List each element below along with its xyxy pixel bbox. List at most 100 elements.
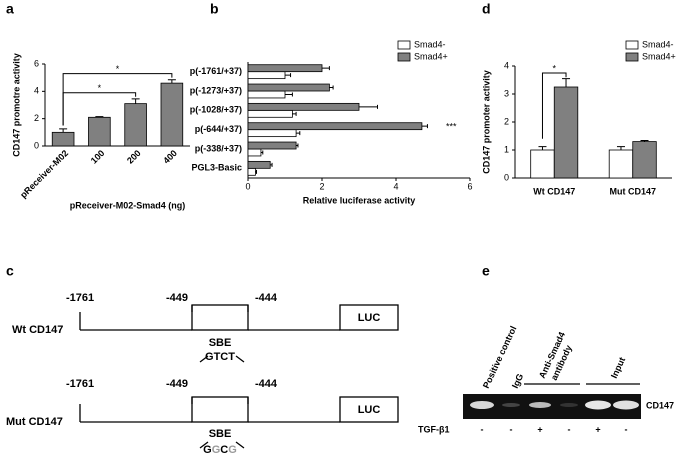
y-tick-label: p(-1028/+37): [190, 105, 242, 115]
bar: [608, 149, 634, 179]
error-bar: [255, 169, 258, 174]
y-tick-label: 1: [504, 144, 509, 154]
error-bar: [292, 111, 297, 116]
bar: [247, 64, 323, 73]
base: G: [203, 444, 212, 456]
sequence: GTCT: [205, 351, 235, 363]
treatment: +: [595, 424, 600, 434]
significance-bracket: [62, 73, 173, 126]
bar: [530, 149, 555, 179]
bar: [247, 90, 286, 99]
annotation: *: [552, 63, 556, 73]
band: [470, 401, 494, 409]
error-bar: [322, 66, 330, 71]
error-bar: [260, 150, 264, 155]
axis: [247, 62, 470, 179]
x-tick-label: 0: [245, 181, 250, 191]
legend-label: Smad4+: [642, 51, 676, 61]
error-bar: [296, 131, 301, 136]
y-tick-label: 4: [34, 86, 39, 96]
bar: [247, 122, 423, 131]
luc-box: [339, 304, 399, 331]
bar: [247, 129, 297, 138]
bar: [632, 141, 657, 179]
lane-label: Input: [609, 356, 627, 380]
error-bar: [359, 104, 378, 109]
panel-label: b: [210, 1, 219, 17]
panel-label: c: [6, 263, 14, 279]
position: -444: [255, 292, 278, 304]
bar: [247, 141, 297, 150]
panel-label: d: [482, 1, 491, 17]
y-tick-label: p(-644/+37): [195, 124, 242, 134]
x-tick-label: Mut CD147: [609, 186, 656, 196]
gel: [463, 383, 641, 419]
band-label: CD147: [646, 400, 674, 410]
construct-name: Wt CD147: [12, 324, 63, 336]
error-bar: [640, 139, 649, 142]
error-bar: [329, 85, 334, 90]
panel-label: a: [6, 1, 14, 17]
band: [502, 403, 520, 407]
position: -449: [166, 292, 188, 304]
band: [585, 400, 611, 410]
y-tick-label: p(-1761/+37): [190, 66, 242, 76]
base: G: [212, 444, 221, 456]
error-bar: [95, 116, 104, 118]
y-tick-label: 2: [504, 116, 509, 126]
significance-bracket: [62, 92, 137, 126]
base: T: [214, 351, 221, 363]
sbe-box: [191, 304, 249, 331]
treatment: -: [625, 424, 628, 434]
bar: [247, 83, 330, 92]
error-bar: [59, 128, 68, 133]
y-tick-label: 3: [504, 88, 509, 98]
x-tick-label: Wt CD147: [533, 186, 575, 196]
base: C: [220, 444, 228, 456]
treatment: -: [568, 424, 571, 434]
panel-label: e: [482, 263, 490, 279]
y-tick-label: p(-1273/+37): [190, 85, 242, 95]
x-tick-label: 4: [393, 181, 398, 191]
y-tick-label: 6: [34, 58, 39, 68]
legend-swatch: [625, 52, 639, 62]
error-bar: [562, 78, 571, 87]
legend-label: Smad4-: [414, 39, 446, 49]
treatment: -: [510, 424, 513, 434]
x-axis-label: pReceiver-M02-Smad4 (ng): [70, 200, 186, 210]
x-tick-label: 100: [89, 148, 107, 166]
error-bar: [285, 73, 292, 78]
bar: [88, 116, 111, 147]
legend-swatch: [397, 40, 411, 50]
y-tick-label: 2: [34, 113, 39, 123]
bar: [51, 131, 75, 147]
construct-wt: [79, 304, 399, 363]
bar: [247, 148, 262, 157]
position: -449: [166, 378, 188, 390]
annotation: *: [98, 83, 102, 93]
error-bar: [270, 162, 273, 167]
element: SBE: [209, 337, 232, 349]
y-axis-label: CD147 promotre activity: [11, 53, 21, 157]
x-tick-label: 2: [319, 181, 324, 191]
construct-mut: [79, 396, 399, 449]
legend-label: Smad4-: [642, 39, 674, 49]
error-bar: [296, 143, 299, 148]
bar: [553, 86, 579, 179]
position: -1761: [66, 292, 94, 304]
x-tick-label: 6: [467, 181, 472, 191]
bar: [160, 82, 184, 147]
base: T: [228, 351, 235, 363]
error-bar: [421, 124, 428, 129]
position: -444: [255, 378, 278, 390]
y-axis-label: CD147 promoter activity: [481, 70, 491, 174]
y-tick-label: 0: [504, 172, 509, 182]
bar: [247, 109, 293, 118]
x-axis-label: Relative luciferase activity: [303, 195, 416, 205]
bar: [247, 102, 360, 111]
legend-swatch: [625, 40, 639, 50]
sequence: GGCG: [203, 444, 237, 456]
base: G: [228, 444, 237, 456]
y-tick-label: 4: [504, 60, 509, 70]
